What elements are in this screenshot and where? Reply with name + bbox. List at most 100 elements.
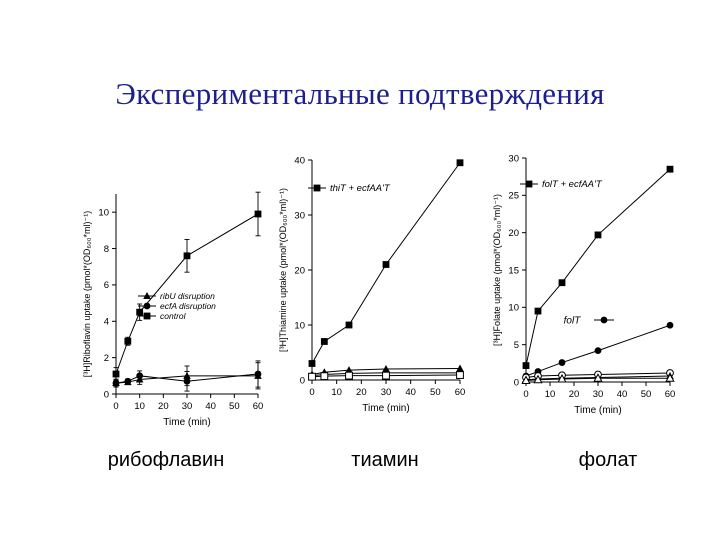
y-tick-label: 40 <box>294 155 305 166</box>
series-0 <box>308 159 464 367</box>
legend-label: thiT + ecfAA'T <box>330 183 391 194</box>
data-point <box>456 159 464 167</box>
x-tick-label: 20 <box>569 389 580 400</box>
folate-chart-svg: 0 10 20 30 40 50 60 0 5 10 15 20 25 30 Time (min) [³H]F… <box>492 153 675 416</box>
x-tick-label: 0 <box>523 389 528 400</box>
data-point <box>557 373 567 383</box>
y-tick-label: 0 <box>104 389 109 400</box>
data-point <box>320 372 329 381</box>
data-point <box>183 377 191 385</box>
plot-area: 0 10 20 30 40 50 60 0 5 10 15 20 25 30 Time (min) [³H]F… <box>492 153 675 416</box>
x-tick-label: 0 <box>309 387 314 398</box>
legend-label: ecfA disruption <box>160 301 216 311</box>
data-point <box>382 261 390 268</box>
y-tick-label: 10 <box>294 320 305 331</box>
y-tick-label: 10 <box>98 207 109 218</box>
x-tick-label: 60 <box>253 401 264 412</box>
legend-marker <box>143 292 151 299</box>
y-tick-label: 5 <box>514 340 519 351</box>
data-point <box>124 377 132 385</box>
y-tick-label: 0 <box>514 377 519 388</box>
y-tick-label: 0 <box>300 375 305 386</box>
x-tick-label: 40 <box>205 401 216 412</box>
data-point <box>112 370 120 378</box>
data-point <box>254 210 262 218</box>
legend-marker <box>143 302 151 310</box>
legend-label: control <box>160 311 187 321</box>
data-point <box>522 362 530 369</box>
series-1 <box>112 360 262 392</box>
chart-folate: 0 10 20 30 40 50 60 0 5 10 15 20 25 30 Time (min) [³H]F… <box>478 148 688 433</box>
caption-thiamine: тиамин <box>351 449 419 471</box>
y-tick-label: 6 <box>104 280 109 291</box>
legend-label: ribU disruption <box>160 291 215 301</box>
y-tick-label: 10 <box>508 303 519 314</box>
series-2 <box>112 191 262 381</box>
data-point <box>666 165 674 173</box>
data-point <box>456 371 464 379</box>
x-tick-label: 30 <box>381 387 392 398</box>
series-annotation: folT <box>564 316 582 327</box>
y-tick-label: 20 <box>508 228 519 239</box>
thiamine-chart-svg: 0 10 20 30 40 50 60 0 10 20 30 40 Time (min) [³H]Thia… <box>278 155 466 414</box>
series-3 <box>308 371 464 381</box>
x-tick-label: 30 <box>182 401 193 412</box>
series-0 <box>522 165 674 369</box>
x-tick-label: 20 <box>356 387 367 398</box>
y-tick-label: 20 <box>294 265 305 276</box>
y-axis-label: [³H]Folate uptake (pmol*(OD₆₀₀*ml)⁻¹) <box>492 194 502 346</box>
legend-marker <box>143 312 151 320</box>
y-tick-label: 4 <box>104 317 109 328</box>
data-point <box>136 372 144 380</box>
data-point <box>136 308 144 316</box>
data-point <box>558 359 566 366</box>
x-tick-label: 10 <box>134 401 145 412</box>
plot-area: 0 10 20 30 40 50 60 0 2 4 6 8 10 Time (min) [³H]Ribofl… <box>82 191 264 428</box>
x-axis-label: Time (min) <box>574 405 621 416</box>
y-tick-label: 15 <box>508 265 519 276</box>
y-tick-label: 2 <box>104 353 109 364</box>
data-point <box>593 373 603 382</box>
data-point <box>254 370 262 378</box>
riboflavin-chart-svg: 0 10 20 30 40 50 60 0 2 4 6 8 10 Time (min) [³H]Ribofl… <box>82 191 264 428</box>
caption-riboflavin: рибофлавин <box>107 449 225 471</box>
x-tick-label: 30 <box>593 389 604 400</box>
y-tick-label: 30 <box>294 210 305 221</box>
x-axis-label: Time (min) <box>163 417 210 428</box>
data-point <box>558 279 566 287</box>
data-point <box>665 373 675 382</box>
y-tick-label: 30 <box>508 153 519 164</box>
x-tick-label: 10 <box>331 387 342 398</box>
y-tick-label: 8 <box>104 244 109 255</box>
legend-label: folT + ecfAA'T <box>542 179 603 190</box>
data-point <box>345 371 353 380</box>
slide-title: Экспериментальные подтверждения <box>115 76 605 111</box>
data-point <box>666 321 674 329</box>
data-point <box>594 231 602 239</box>
x-tick-label: 60 <box>665 389 676 400</box>
x-tick-label: 40 <box>617 389 628 400</box>
chart-riboflavin: 0 10 20 30 40 50 60 0 2 4 6 8 10 Time (min) [³H]Ribofl… <box>72 178 272 428</box>
data-point <box>594 347 602 355</box>
data-point <box>382 371 390 380</box>
data-point <box>534 307 542 315</box>
data-point <box>308 360 316 367</box>
legend-marker <box>313 184 321 192</box>
legend-marker <box>525 180 533 188</box>
series-4 <box>521 373 675 385</box>
x-tick-label: 20 <box>158 401 169 412</box>
x-tick-label: 50 <box>430 387 441 398</box>
data-point <box>112 379 120 387</box>
series-line <box>525 168 671 366</box>
x-tick-label: 60 <box>455 387 466 398</box>
legend: folT + ecfAA'T <box>520 179 603 190</box>
data-point <box>456 364 464 372</box>
data-point <box>183 252 191 260</box>
y-axis-label: [³H]Riboflavin uptake (pmol*(OD₆₀₀*ml)⁻¹… <box>82 211 92 377</box>
legend: thiT + ecfAA'T <box>308 183 391 194</box>
data-point <box>345 321 353 329</box>
x-tick-label: 50 <box>641 389 652 400</box>
y-tick-label: 25 <box>508 191 519 202</box>
x-axis-label: Time (min) <box>362 403 409 414</box>
